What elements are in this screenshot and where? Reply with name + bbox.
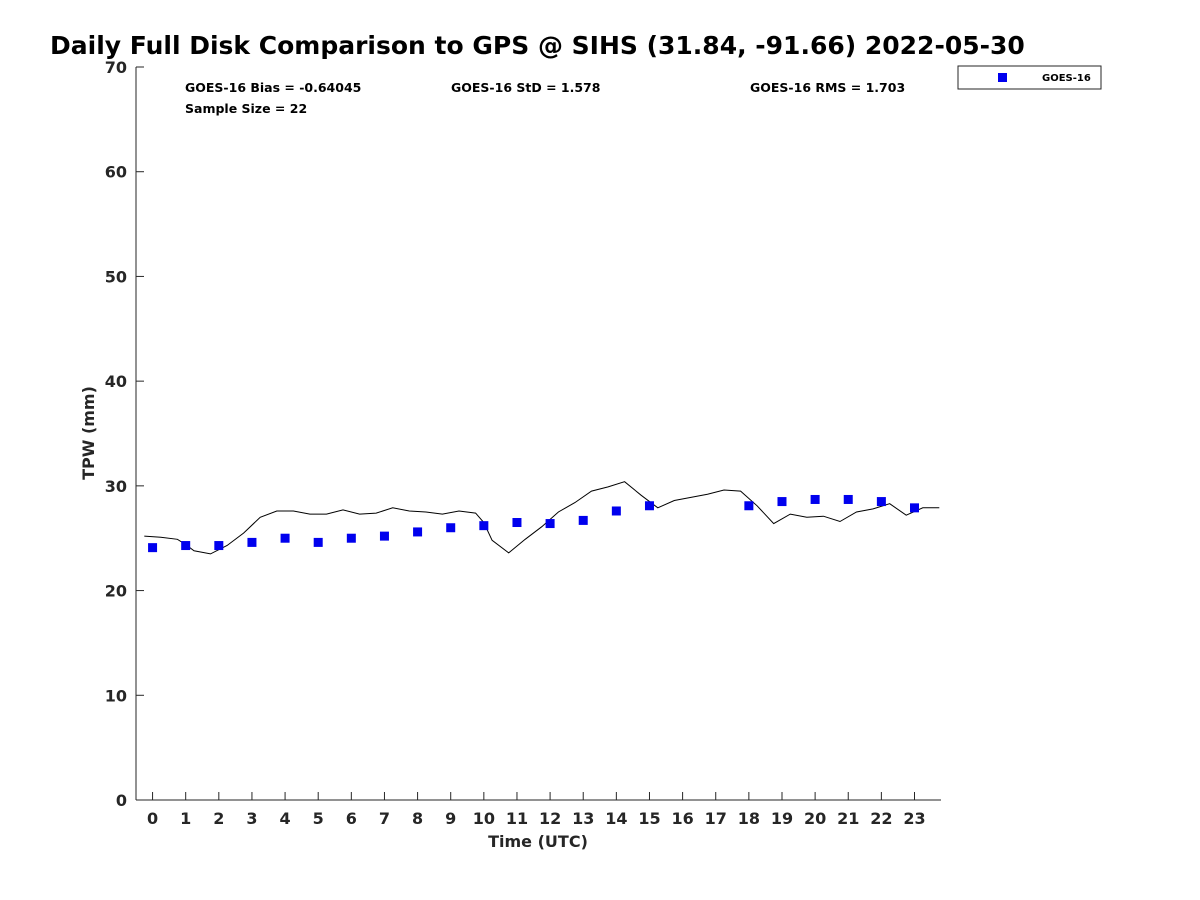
goes16-data-point [280,533,290,543]
stat-std: GOES-16 StD = 1.578 [451,80,600,95]
x-tick-label: 1 [180,809,191,828]
stat-sample-size: Sample Size = 22 [185,101,307,116]
x-tick-label: 17 [705,809,727,828]
goes16-data-point [512,518,522,528]
legend-label-goes16: GOES-16 [1042,73,1091,84]
goes16-data-point [446,523,456,533]
goes16-data-point [810,494,820,504]
x-tick-label: 22 [870,809,892,828]
y-tick-label: 20 [105,582,127,601]
x-tick-label: 5 [313,809,324,828]
goes16-data-point [876,497,886,507]
goes16-data-point [909,503,919,513]
goes16-data-point [611,506,621,516]
goes16-data-point [346,533,356,543]
y-ticks: 0 10 20 30 40 50 60 70 [105,58,144,810]
goes16-data-point [644,501,654,511]
legend-marker-goes16 [998,73,1007,82]
x-tick-label: 14 [605,809,627,828]
x-tick-label: 11 [506,809,528,828]
x-tick-label: 19 [771,809,793,828]
x-tick-label: 12 [539,809,561,828]
goes16-data-point [777,497,787,507]
x-tick-label: 13 [572,809,594,828]
x-tick-label: 23 [903,809,925,828]
x-tick-label: 7 [379,809,390,828]
x-tick-label: 6 [346,809,357,828]
x-tick-label: 16 [671,809,693,828]
goes16-data-point [545,519,555,529]
y-tick-label: 0 [116,791,127,810]
x-tick-label: 15 [638,809,660,828]
x-tick-label: 8 [412,809,423,828]
y-tick-label: 40 [105,372,127,391]
x-tick-label: 10 [473,809,495,828]
goes16-data-point [379,531,389,541]
legend: GOES-16 [957,65,1102,90]
goes16-data-point [413,527,423,537]
goes16-data-point [843,494,853,504]
goes16-data-point [148,543,158,553]
x-tick-label: 0 [147,809,158,828]
x-tick-label: 4 [280,809,291,828]
goes16-data-point [247,537,257,547]
y-tick-label: 60 [105,163,127,182]
y-tick-label: 30 [105,477,127,496]
stat-rms: GOES-16 RMS = 1.703 [750,80,905,95]
x-tick-label: 20 [804,809,826,828]
goes16-data-point [578,515,588,525]
x-axis-label: Time (UTC) [488,832,588,851]
goes16-data-point [181,541,191,551]
y-tick-label: 70 [105,58,127,77]
x-tick-label: 3 [246,809,257,828]
goes16-data-point [313,537,323,547]
series-layer [144,481,940,555]
y-tick-label: 50 [105,267,127,286]
x-tick-label: 21 [837,809,859,828]
x-ticks: 0 1 2 3 4 5 6 7 8 9 10 11 12 13 14 15 16 17 18 19 20 21 22 23 [147,792,926,828]
x-tick-label: 2 [213,809,224,828]
plot-area [135,67,941,801]
goes16-data-point [214,541,224,551]
chart-title: Daily Full Disk Comparison to GPS @ SIHS… [50,31,1025,60]
x-tick-label: 18 [738,809,760,828]
x-tick-label: 9 [445,809,456,828]
stat-bias: GOES-16 Bias = -0.64045 [185,80,361,95]
legend-box [957,65,1102,90]
goes16-data-point [744,501,754,511]
gps-tpw-line [144,481,940,555]
y-tick-label: 10 [105,686,127,705]
goes16-data-point [479,521,489,531]
y-axis-label: TPW (mm) [79,386,98,480]
